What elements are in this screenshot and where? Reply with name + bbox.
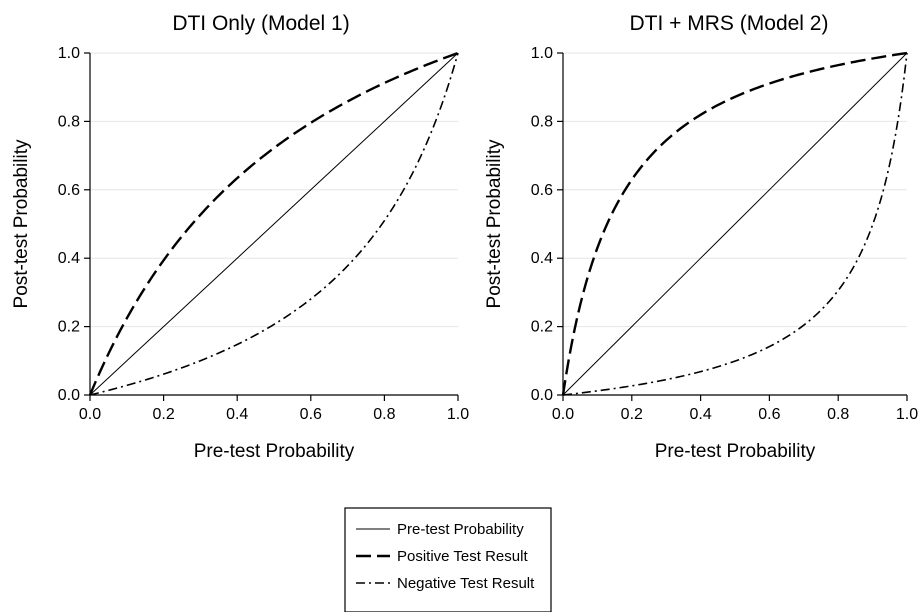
y-tick-label: 0.6: [58, 182, 80, 199]
series-line-solid: [562, 52, 908, 396]
x-tick-label: 0.2: [152, 406, 174, 423]
chart-title: DTI Only (Model 1): [172, 12, 349, 35]
legend-entry: Pre-test Probability: [356, 521, 524, 538]
chart-panel-2: 0.0 0.2 0.4 0.6 0.8 1.0 0.0 0.2 0.4 0.6 0.8 1.0 DTI …: [484, 12, 918, 462]
y-tick-label: 0.4: [58, 250, 80, 267]
panels: 0.0 0.2 0.4 0.6 0.8 1.0 0.0 0.2 0.4 0.6 0.8 1.0 DTI …: [11, 12, 918, 462]
y-tick-label: 1.0: [531, 45, 553, 62]
legend-label: Positive Test Result: [397, 548, 528, 565]
x-tick-label: 0.8: [827, 406, 849, 423]
y-tick-label: 0.0: [58, 387, 80, 404]
chart-panel-1: 0.0 0.2 0.4 0.6 0.8 1.0 0.0 0.2 0.4 0.6 0.8 1.0 DTI …: [11, 12, 469, 462]
series-line-dashdot: [562, 52, 908, 396]
x-tick-label: 1.0: [447, 406, 469, 423]
legend-label: Pre-test Probability: [397, 521, 524, 538]
y-tick-label: 0.0: [531, 387, 553, 404]
series-line-dashdot: [89, 52, 459, 396]
y-axis-label: Post-test Probability: [11, 139, 32, 308]
y-tick-label: 0.4: [531, 250, 553, 267]
series-line-solid: [89, 52, 459, 396]
x-tick-label: 0.0: [79, 406, 101, 423]
x-tick-label: 0.8: [373, 406, 395, 423]
x-tick-label: 0.6: [300, 406, 322, 423]
legend: Pre-test Probability Positive Test Result…: [344, 507, 552, 612]
series-line-dashed: [561, 51, 908, 396]
x-tick-label: 0.0: [552, 406, 574, 423]
legend-entry: Negative Test Result: [356, 575, 535, 592]
x-tick-label: 0.2: [621, 406, 643, 423]
chart-title: DTI + MRS (Model 2): [630, 12, 829, 35]
y-axis-label: Post-test Probability: [484, 139, 505, 308]
x-tick-label: 0.4: [689, 406, 711, 423]
x-tick-label: 0.6: [758, 406, 780, 423]
legend-box: [344, 507, 552, 612]
y-tick-label: 0.6: [531, 182, 553, 199]
y-tick-label: 0.2: [58, 319, 80, 336]
x-tick-label: 0.4: [226, 406, 248, 423]
y-tick-label: 0.8: [58, 113, 80, 130]
y-tick-label: 1.0: [58, 45, 80, 62]
y-tick-label: 0.2: [531, 319, 553, 336]
series-line-dashed: [88, 51, 459, 396]
legend-entry: Positive Test Result: [356, 548, 528, 565]
legend-label: Negative Test Result: [397, 575, 535, 592]
x-tick-label: 1.0: [896, 406, 918, 423]
x-axis-label: Pre-test Probability: [194, 441, 355, 462]
y-tick-label: 0.8: [531, 113, 553, 130]
x-axis-label: Pre-test Probability: [655, 441, 816, 462]
